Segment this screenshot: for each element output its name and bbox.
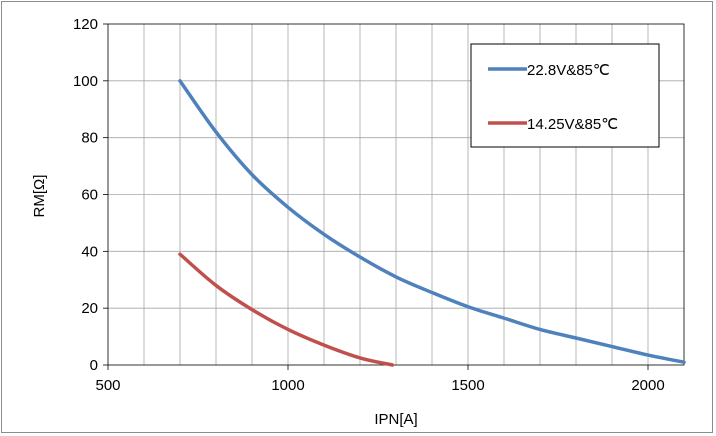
y-axis-ticks: 0 20 40 60 80 100 120	[73, 16, 108, 374]
legend: 22.8V&85℃ 14.25V&85℃	[470, 43, 660, 148]
x-tick-label: 500	[95, 377, 120, 394]
y-axis-title: RM[Ω]	[31, 175, 48, 218]
y-tick-label: 60	[81, 187, 98, 204]
y-tick-label: 120	[73, 16, 98, 33]
y-tick-label: 20	[81, 300, 98, 317]
legend-box	[470, 43, 660, 148]
x-axis-title: IPN[A]	[374, 411, 417, 428]
x-tick-label: 1000	[271, 377, 304, 394]
x-tick-label: 1500	[451, 377, 484, 394]
series-lines	[178, 79, 686, 367]
x-axis-ticks: 500 1000 1500 2000	[95, 365, 665, 394]
series-line-1	[178, 252, 395, 367]
legend-label-14-25v: 14.25V&85℃	[527, 116, 618, 133]
y-tick-label: 100	[73, 73, 98, 90]
x-tick-label: 2000	[631, 377, 664, 394]
y-tick-label: 80	[81, 130, 98, 147]
legend-label-22-8v: 22.8V&85℃	[527, 62, 610, 79]
y-tick-label: 0	[90, 357, 98, 374]
plot-area-border	[107, 23, 685, 366]
y-tick-label: 40	[81, 243, 98, 260]
